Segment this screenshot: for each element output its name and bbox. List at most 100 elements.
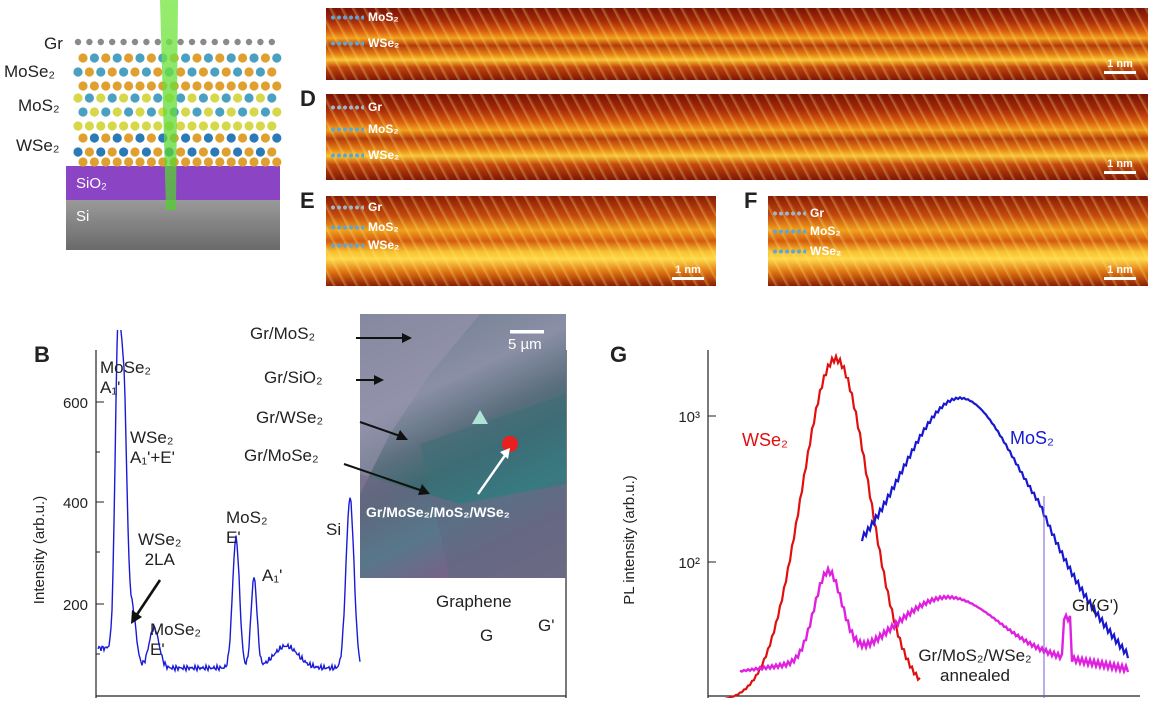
atom-dot — [238, 81, 248, 91]
atom-dot — [221, 147, 231, 157]
atom-dot — [78, 81, 88, 91]
atom-dot — [211, 38, 218, 46]
atom-dot — [215, 133, 225, 143]
atom-dot — [153, 121, 163, 131]
stm-e-label-1: Gr — [330, 200, 382, 214]
atom-dot — [215, 157, 225, 167]
atom-dot — [255, 121, 265, 131]
atom-dot — [198, 67, 208, 77]
atom-dot — [221, 67, 231, 77]
atom-dot — [96, 93, 106, 103]
atom-dot — [78, 107, 88, 117]
atom-dot — [124, 53, 134, 63]
atom-dot — [233, 93, 243, 103]
stm-image-c: MoS₂ WSe₂ 1 nm — [326, 8, 1148, 80]
pl-series-mos2 — [860, 395, 1130, 659]
atom-dot — [130, 121, 140, 131]
atom-dot — [146, 53, 156, 63]
panel-letter-b: B — [34, 342, 50, 367]
layer-label-wse2: WSe₂ — [16, 136, 60, 155]
stm-c-label-2: WSe₂ — [330, 36, 399, 50]
atom-dot — [181, 157, 191, 167]
pl-ylabel: PL intensity (arb.u.) — [621, 475, 638, 605]
layer-label-mose2: MoSe₂ — [4, 62, 56, 81]
panel-letter-d: D — [300, 86, 316, 111]
pl-label-grg: Gr(G') — [1072, 596, 1119, 615]
atom-icon — [330, 38, 364, 48]
atom-dot — [112, 133, 122, 143]
atom-dot — [101, 81, 111, 91]
atom-dot — [198, 121, 208, 131]
atom-dot — [234, 38, 241, 46]
stm-image-f: Gr MoS₂ WSe₂ 1 nm — [768, 196, 1148, 286]
atom-dot — [267, 93, 277, 103]
atom-dot — [146, 107, 156, 117]
atom-dot — [74, 38, 82, 46]
atom-dot — [181, 107, 191, 117]
panel-a-schematic: Gr MoSe₂ MoS₂ WSe₂ SiO₂ Si — [0, 0, 300, 260]
atom-dot — [89, 81, 99, 91]
pl-ytick-1000: 10³ — [678, 409, 700, 426]
atom-dot — [245, 38, 253, 46]
atom-dot — [84, 147, 94, 157]
substrate-label-sio2: SiO₂ — [76, 175, 107, 192]
atom-dot — [153, 93, 163, 103]
atom-dot — [226, 157, 236, 167]
atom-dot — [177, 38, 184, 46]
atom-dot — [119, 121, 129, 131]
peak-label-gprime: G' — [538, 616, 555, 635]
atom-dot — [153, 67, 163, 77]
atom-dot — [107, 121, 117, 131]
atom-dot — [73, 67, 83, 77]
atom-dot — [112, 81, 122, 91]
inset-scale-label: 5 µm — [508, 336, 542, 353]
atom-dot — [141, 121, 151, 131]
atom-dot — [187, 93, 197, 103]
atom-icon — [330, 12, 364, 22]
atom-icon — [772, 246, 806, 256]
pl-annotation: Gr/MoS₂/WSe₂ annealed — [918, 646, 1032, 685]
panel-letter-f: F — [744, 188, 758, 213]
atom-dot — [260, 107, 270, 117]
atom-dot — [210, 147, 220, 157]
atom-dot — [181, 133, 191, 143]
atom-dot — [73, 147, 83, 157]
arrow-2la — [134, 579, 162, 617]
atom-dot — [84, 121, 94, 131]
atom-dot — [120, 38, 127, 46]
atom-dot — [272, 53, 282, 63]
atom-dot — [96, 121, 106, 131]
peak-label-si: Si — [326, 520, 342, 539]
atom-dot — [221, 121, 231, 131]
atom-dot — [249, 53, 259, 63]
atom-dot — [176, 147, 186, 157]
atom-dot — [272, 81, 282, 91]
atom-dot — [153, 147, 163, 157]
atom-dot — [135, 53, 145, 63]
atom-dot — [255, 67, 265, 77]
atom-dot — [107, 147, 117, 157]
peak-label-wse2-2la: WSe₂ 2LA — [138, 530, 182, 569]
ytick-400: 400 — [63, 495, 88, 512]
atom-dot — [244, 67, 254, 77]
atom-dot — [154, 38, 161, 46]
atom-dot — [135, 157, 145, 167]
atom-dot — [86, 38, 93, 46]
atom-dot — [176, 93, 186, 103]
atom-dot — [124, 81, 134, 91]
atom-dot — [260, 81, 270, 91]
atom-icon — [772, 226, 806, 236]
atom-dot — [238, 53, 248, 63]
atom-dot — [233, 147, 243, 157]
pl-series-wse2 — [719, 352, 921, 702]
atom-dot — [260, 133, 270, 143]
atom-dot — [101, 133, 111, 143]
atom-icon — [330, 150, 364, 160]
atom-dot — [233, 67, 243, 77]
atom-dot — [112, 107, 122, 117]
atom-dot — [181, 53, 191, 63]
atom-dot — [135, 133, 145, 143]
atom-icon — [772, 208, 806, 218]
atom-dot — [101, 53, 111, 63]
atom-dot — [112, 53, 122, 63]
